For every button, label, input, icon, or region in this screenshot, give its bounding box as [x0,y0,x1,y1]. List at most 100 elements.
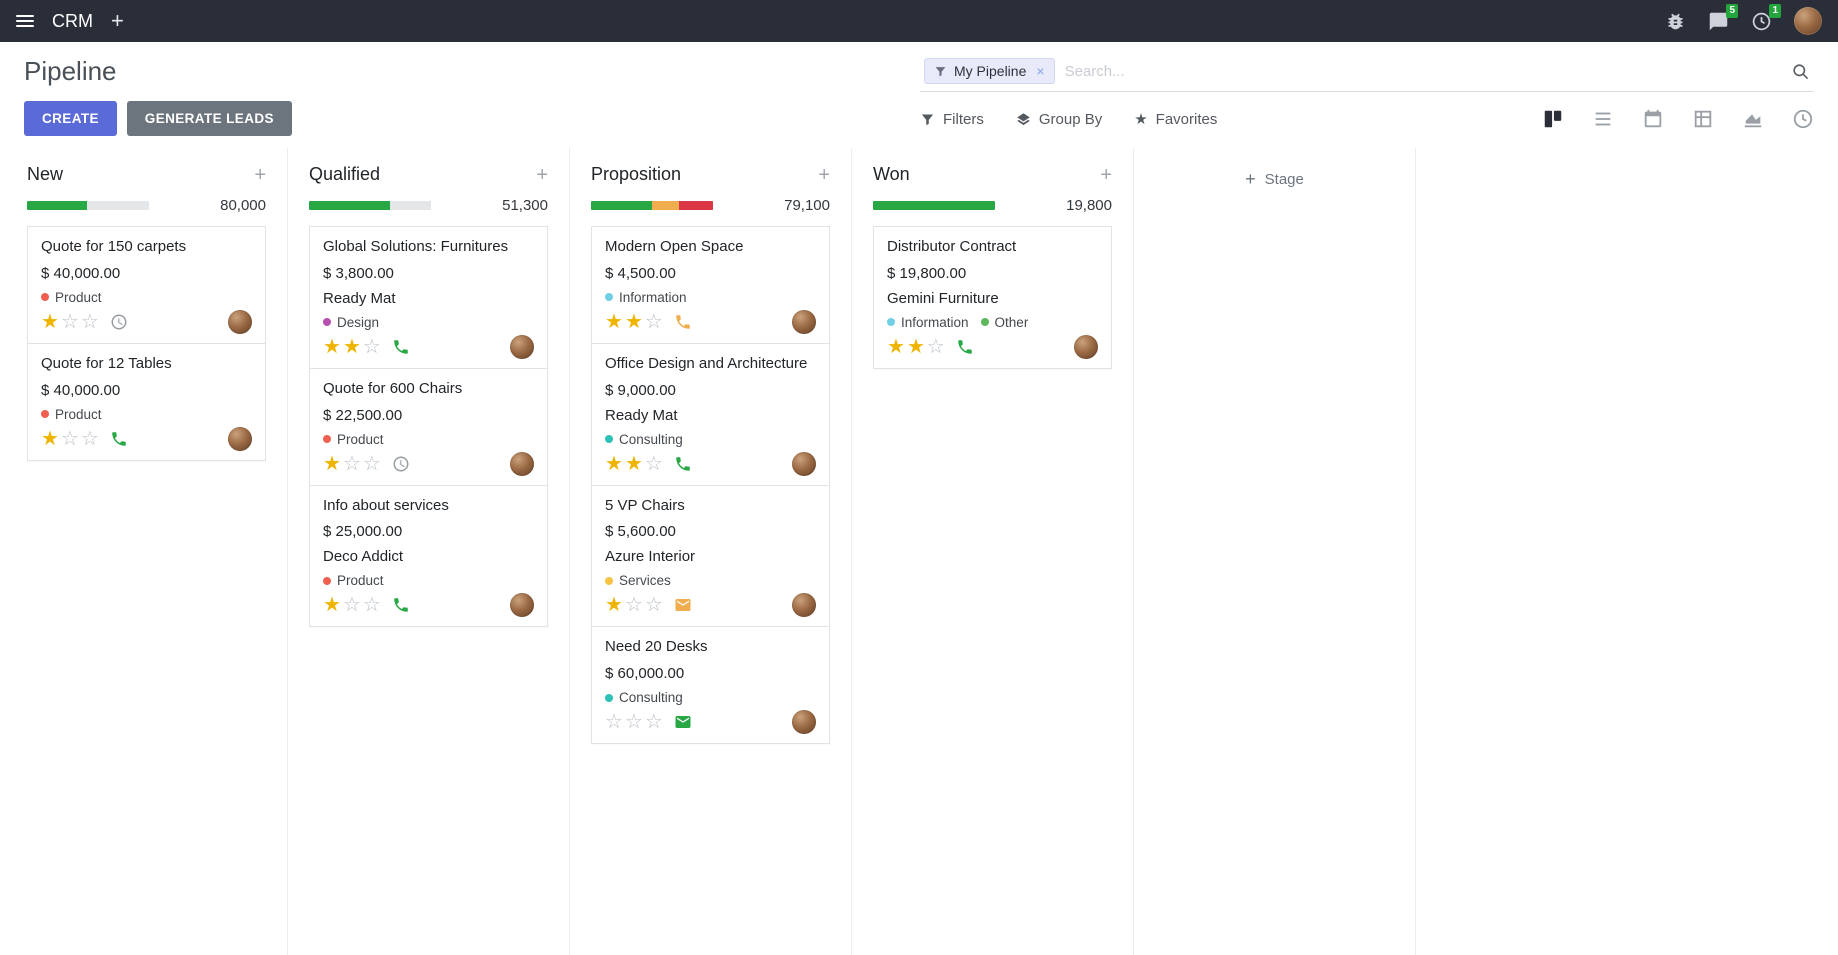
salesperson-avatar[interactable] [792,309,816,334]
priority-star[interactable]: ☆ [60,427,79,450]
debug-icon[interactable] [1665,11,1686,32]
phone-icon[interactable] [392,338,410,356]
messages-icon[interactable]: 5 [1708,3,1738,32]
mail-icon[interactable] [674,596,692,614]
quick-create-icon[interactable]: + [254,163,266,186]
priority-star[interactable]: ★ [41,310,59,333]
kanban-card[interactable]: Distributor Contract $ 19,800.00 Gemini Fu… [873,226,1112,369]
priority-star[interactable]: ★ [323,594,341,617]
kanban-card[interactable]: Office Design and Architecture $ 9,000.00… [591,342,830,486]
search-input[interactable] [1054,58,1791,84]
mail-icon[interactable] [674,713,692,731]
user-avatar[interactable] [1794,7,1822,35]
priority-star[interactable]: ★ [41,427,59,450]
stage-name[interactable]: Proposition [591,164,682,184]
kanban-card[interactable]: Global Solutions: Furnitures $ 3,800.00 Re… [309,226,548,369]
activities-icon[interactable]: 1 [1751,3,1781,32]
phone-icon[interactable] [392,596,410,614]
priority-star[interactable]: ★ [323,452,341,475]
priority-star[interactable]: ★ [605,310,623,333]
priority-star[interactable]: ★ [624,452,643,475]
quick-create-icon[interactable]: + [1100,163,1112,186]
salesperson-avatar[interactable] [792,593,816,618]
phone-icon[interactable] [674,313,692,331]
search-icon[interactable] [1791,62,1810,81]
stage-total: 51,300 [502,197,548,214]
stage-progressbar[interactable] [873,201,995,210]
list-view-button[interactable] [1592,108,1614,130]
salesperson-avatar[interactable] [792,451,816,476]
stage-total: 19,800 [1066,197,1112,214]
facet-remove-icon[interactable]: × [1036,63,1045,79]
priority-star[interactable]: ★ [342,335,361,358]
generate-leads-button[interactable]: GENERATE LEADS [126,101,292,136]
filters-button[interactable]: Filters [920,111,984,128]
stage-name[interactable]: Won [873,164,910,184]
priority-star[interactable]: ★ [887,335,905,358]
graph-view-button[interactable] [1742,108,1764,130]
favorites-button[interactable]: ★ Favorites [1134,111,1217,128]
priority-star[interactable]: ★ [906,335,925,358]
priority-star[interactable]: ☆ [362,335,381,358]
salesperson-avatar[interactable] [792,710,816,734]
priority-star[interactable]: ☆ [624,711,643,733]
priority-star[interactable]: ☆ [644,711,663,733]
stage-progressbar[interactable] [309,201,431,210]
phone-icon[interactable] [110,430,128,448]
kanban-card[interactable]: Quote for 12 Tables $ 40,000.00 Product ★ ☆ ☆ [27,342,266,461]
pivot-view-button[interactable] [1692,108,1714,130]
priority-star[interactable]: ★ [323,335,341,358]
card-partner: Ready Mat [323,289,396,307]
kanban-card[interactable]: Need 20 Desks $ 60,000.00 Consulting ☆ ☆ ☆ [591,626,830,744]
stage-progressbar[interactable] [27,201,149,210]
stage-name[interactable]: Qualified [309,164,381,184]
salesperson-avatar[interactable] [510,451,534,476]
priority-star[interactable]: ☆ [605,711,623,733]
priority-star[interactable]: ★ [624,310,643,333]
clock-icon[interactable] [110,313,128,331]
priority-star[interactable]: ☆ [926,335,945,358]
priority-star[interactable]: ☆ [342,452,361,475]
plus-icon[interactable]: + [111,8,124,33]
add-stage-column[interactable]: + Stage [1134,148,1416,955]
activity-view-button[interactable] [1792,108,1814,130]
priority-star[interactable]: ☆ [80,310,99,333]
quick-create-icon[interactable]: + [818,163,830,186]
kanban-card[interactable]: Info about services $ 25,000.00 Deco Addic… [309,484,548,628]
kanban-card[interactable]: Quote for 150 carpets $ 40,000.00 Product ★… [27,226,266,344]
kanban-card[interactable]: 5 VP Chairs $ 5,600.00 Azure Interior Servi… [591,484,830,628]
priority-star[interactable]: ☆ [644,594,663,617]
priority-star[interactable]: ☆ [644,452,663,475]
kanban-card[interactable]: Modern Open Space $ 4,500.00 Information ★ ★… [591,226,830,344]
phone-icon[interactable] [956,338,974,356]
phone-icon[interactable] [674,455,692,473]
search-bar[interactable]: My Pipeline × [920,56,1814,92]
salesperson-avatar[interactable] [510,334,534,359]
priority-star[interactable]: ☆ [60,310,79,333]
priority-star[interactable]: ☆ [362,452,381,475]
priority-star[interactable]: ★ [605,452,623,475]
kanban-board: New +80,000 Quote for 150 carpets $ 40,000.… [0,148,1838,955]
stage-progressbar[interactable] [591,201,713,210]
apps-menu-button[interactable] [16,12,34,30]
calendar-view-button[interactable] [1642,108,1664,130]
salesperson-avatar[interactable] [510,593,534,618]
priority-star[interactable]: ☆ [644,310,663,333]
priority-star[interactable]: ☆ [624,594,643,617]
kanban-card[interactable]: Quote for 600 Chairs $ 22,500.00 Product ★ ☆… [309,367,548,486]
priority-star[interactable]: ☆ [362,594,381,617]
priority-star[interactable]: ☆ [80,427,99,450]
stage-name[interactable]: New [27,164,64,184]
salesperson-avatar[interactable] [1074,334,1098,359]
kanban-view-button[interactable] [1542,108,1564,130]
clock-icon[interactable] [392,455,410,473]
quick-create-icon[interactable]: + [536,163,548,186]
group-by-button[interactable]: Group By [1016,111,1102,128]
create-button[interactable]: CREATE [24,101,117,136]
salesperson-avatar[interactable] [228,309,252,334]
salesperson-avatar[interactable] [228,426,252,451]
app-name[interactable]: CRM [52,10,93,31]
priority-star[interactable]: ★ [605,594,623,617]
priority-star[interactable]: ☆ [342,594,361,617]
search-facet[interactable]: My Pipeline × [924,58,1055,84]
